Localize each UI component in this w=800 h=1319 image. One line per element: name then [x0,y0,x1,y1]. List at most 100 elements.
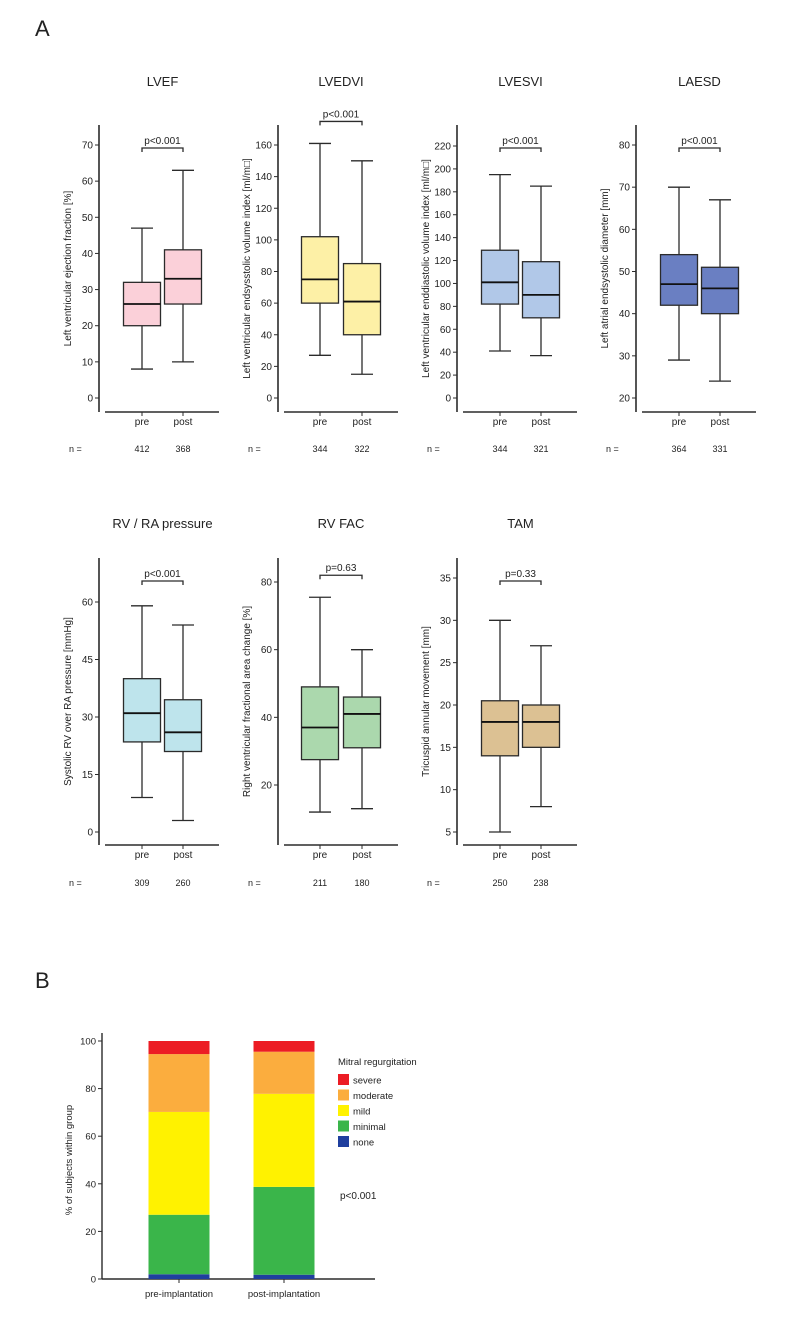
x-tick-label: post [174,417,193,428]
legend-label-mild: mild [353,1107,370,1118]
y-tick-label: 60 [82,177,94,188]
p-value: p<0.001 [502,136,539,147]
box-iqr [700,266,740,315]
y-tick-label: 220 [434,142,451,153]
n-value: 364 [671,444,686,454]
y-tick-label: 20 [82,321,94,332]
y-tick-label: 40 [85,1179,96,1190]
x-tick-label: pre-implantation [145,1289,213,1300]
legend-title: Mitral regurgitation [338,1057,417,1068]
legend-swatch-severe [338,1074,349,1085]
n-label: n = [427,878,440,888]
p-value: p<0.001 [144,136,181,147]
n-label: n = [606,444,619,454]
y-axis-label: Left ventricular endsysstolic volume ind… [242,158,253,379]
legend-swatch-none [338,1136,349,1147]
n-label: n = [427,444,440,454]
y-tick-label: 30 [82,713,94,724]
y-tick-label: 20 [619,394,631,405]
n-value: 309 [134,878,149,888]
y-tick-label: 20 [261,781,273,792]
y-tick-label: 60 [261,645,273,656]
n-value: 322 [354,444,369,454]
x-tick-label: post [711,417,730,428]
chart-title: LVEDVI [318,74,363,89]
y-tick-label: 5 [445,828,451,839]
y-tick-label: 80 [261,267,273,278]
y-tick-label: 50 [82,213,94,224]
chart-title: LVESVI [498,74,543,89]
x-tick-label: pre [135,417,150,428]
y-tick-label: 80 [85,1084,96,1095]
y-axis-label: Left atrial endsystolic diameter [mm] [600,188,611,348]
y-tick-label: 180 [434,187,451,198]
y-tick-label: 40 [619,309,631,320]
legend-label-minimal: minimal [353,1122,386,1133]
y-tick-label: 0 [87,394,93,405]
p-value: p<0.001 [340,1191,377,1202]
n-value: 180 [354,878,369,888]
chart-title: RV / RA pressure [112,516,212,531]
x-tick-label: pre [493,417,508,428]
box-iqr [659,253,699,306]
n-label: n = [248,878,261,888]
y-tick-label: 60 [261,299,273,310]
n-value: 250 [492,878,507,888]
x-tick-label: pre [493,850,508,861]
y-tick-label: 30 [440,616,452,627]
n-label: n = [248,444,261,454]
y-tick-label: 30 [82,285,94,296]
n-value: 412 [134,444,149,454]
y-tick-label: 10 [440,785,452,796]
legend-swatch-mild [338,1105,349,1116]
y-tick-label: 10 [82,357,94,368]
chart-title: TAM [507,516,533,531]
box-iqr [163,699,203,753]
y-tick-label: 100 [80,1037,96,1048]
bar-segment-minimal [253,1186,315,1275]
bar-segment-mild [148,1111,210,1215]
p-value: p<0.001 [144,569,181,580]
y-tick-label: 60 [85,1132,96,1143]
y-axis-label: Left ventricular ejection fraction [%] [63,190,74,346]
box-iqr [300,686,340,761]
p-value: p=0.33 [505,569,536,580]
y-tick-label: 25 [440,658,452,669]
bar-segment-moderate [253,1051,315,1094]
p-value: p<0.001 [323,109,360,120]
y-tick-label: 20 [85,1227,96,1238]
legend-swatch-moderate [338,1089,349,1101]
significance-bracket [141,147,184,152]
n-value: 211 [313,878,327,888]
p-value: p<0.001 [681,136,718,147]
y-tick-label: 80 [619,141,631,152]
y-tick-label: 200 [434,164,451,175]
y-tick-label: 30 [619,351,631,362]
y-tick-label: 20 [440,701,452,712]
box-iqr [342,262,382,336]
box-iqr [480,249,520,305]
box-iqr [342,696,382,749]
bar-segment-moderate [148,1054,210,1112]
y-axis-label: Right ventricular fractional area change… [242,606,253,797]
x-tick-label: post [353,850,372,861]
y-tick-label: 160 [434,210,451,221]
y-tick-label: 60 [440,325,452,336]
y-tick-label: 140 [255,172,272,183]
y-axis-label: Systolic RV over RA pressure [mmHg] [63,617,74,786]
significance-bracket [319,120,363,126]
y-tick-label: 0 [87,828,93,839]
y-tick-label: 80 [440,302,452,313]
y-tick-label: 40 [261,330,273,341]
y-tick-label: 35 [440,574,452,585]
y-tick-label: 160 [255,141,272,152]
x-tick-label: post [174,850,193,861]
p-value: p=0.63 [326,563,357,574]
bar-segment-mild [253,1093,315,1187]
y-tick-label: 20 [440,371,452,382]
y-tick-label: 0 [266,394,272,405]
x-tick-label: post-implantation [248,1289,320,1300]
y-tick-label: 0 [445,394,451,405]
y-tick-label: 60 [619,225,631,236]
